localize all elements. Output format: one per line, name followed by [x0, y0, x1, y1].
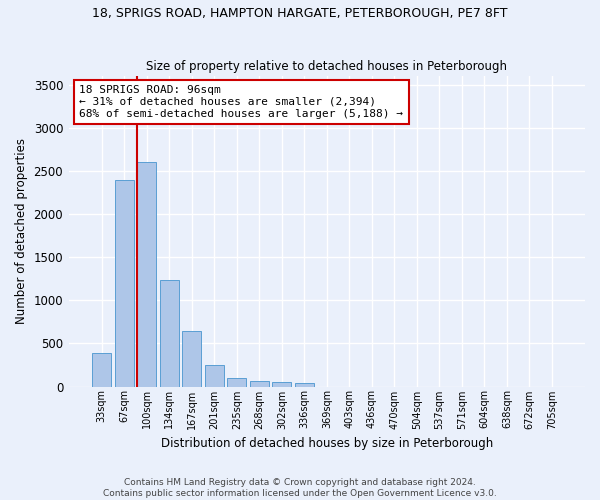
Bar	[250, 382, 269, 386]
Y-axis label: Number of detached properties: Number of detached properties	[15, 138, 28, 324]
Bar	[295, 383, 314, 386]
Bar	[160, 280, 179, 386]
Text: 18, SPRIGS ROAD, HAMPTON HARGATE, PETERBOROUGH, PE7 8FT: 18, SPRIGS ROAD, HAMPTON HARGATE, PETERB…	[92, 8, 508, 20]
Bar	[182, 332, 202, 386]
Title: Size of property relative to detached houses in Peterborough: Size of property relative to detached ho…	[146, 60, 508, 74]
Bar	[92, 353, 112, 386]
Bar	[137, 162, 157, 386]
X-axis label: Distribution of detached houses by size in Peterborough: Distribution of detached houses by size …	[161, 437, 493, 450]
Bar	[205, 364, 224, 386]
Bar	[115, 180, 134, 386]
Text: Contains HM Land Registry data © Crown copyright and database right 2024.
Contai: Contains HM Land Registry data © Crown c…	[103, 478, 497, 498]
Bar	[272, 382, 292, 386]
Bar	[227, 378, 247, 386]
Text: 18 SPRIGS ROAD: 96sqm
← 31% of detached houses are smaller (2,394)
68% of semi-d: 18 SPRIGS ROAD: 96sqm ← 31% of detached …	[79, 86, 403, 118]
